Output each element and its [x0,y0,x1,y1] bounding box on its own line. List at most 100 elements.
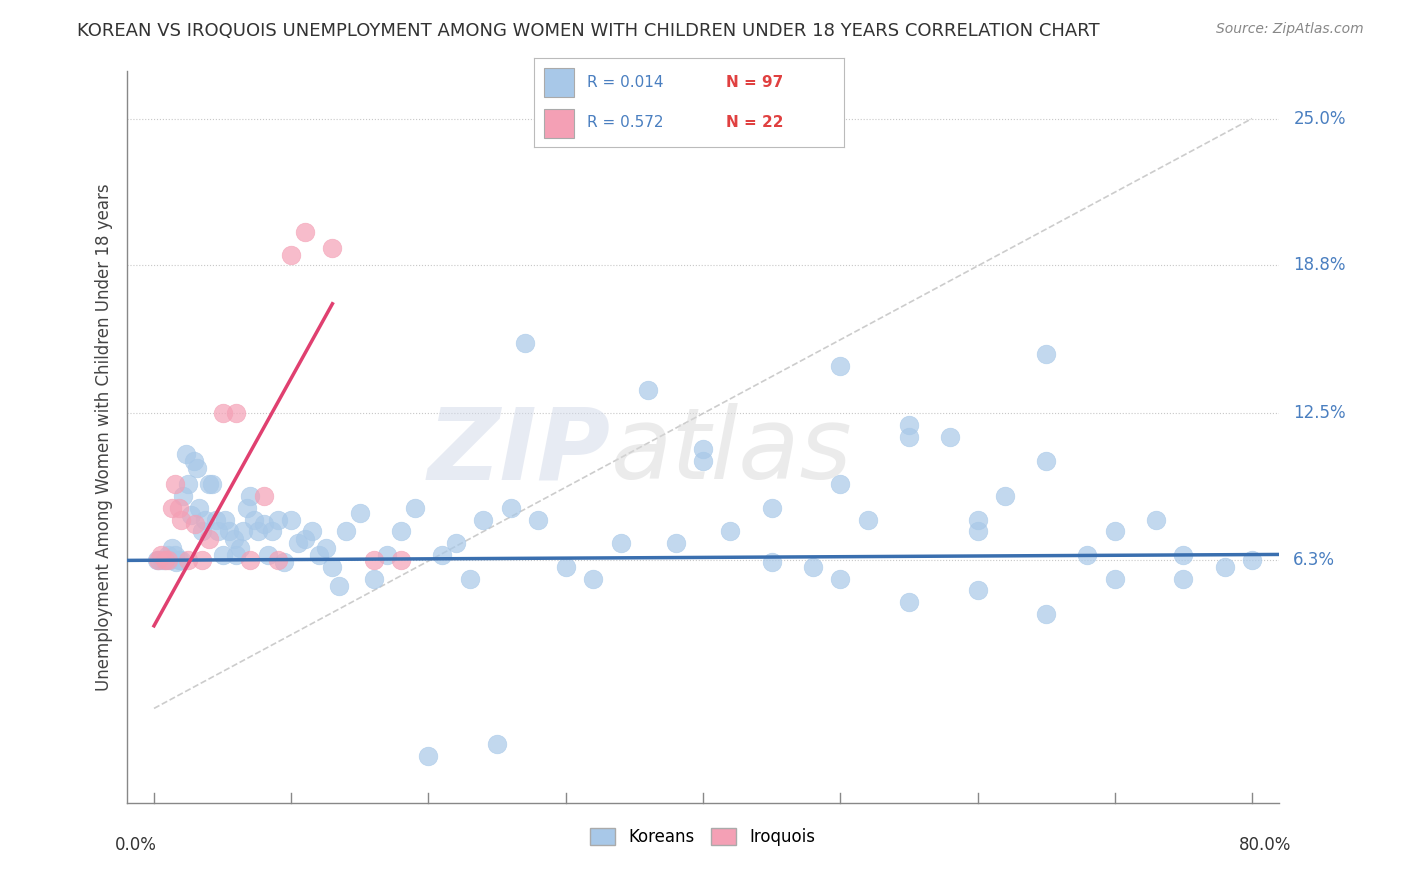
Point [172,489,194,503]
Point [266,513,288,527]
Point [239,489,262,503]
Point [830,477,852,491]
Point [156,548,179,562]
Text: KOREAN VS IROQUOIS UNEMPLOYMENT AMONG WOMEN WITH CHILDREN UNDER 18 YEARS CORRELA: KOREAN VS IROQUOIS UNEMPLOYMENT AMONG WO… [77,22,1099,40]
Point [472,513,495,527]
Point [225,407,247,421]
Point [1076,548,1098,562]
Point [159,553,181,567]
Point [198,477,221,491]
Point [1104,572,1126,586]
Point [315,541,337,555]
Point [280,513,302,527]
Point [1213,559,1236,574]
Point [363,553,385,567]
Point [191,524,214,539]
Point [404,500,426,515]
Legend: Koreans, Iroquois: Koreans, Iroquois [583,822,823,853]
Point [174,447,197,461]
Point [146,553,169,567]
Point [801,559,824,574]
Point [458,572,481,586]
Point [204,513,226,527]
FancyBboxPatch shape [544,109,575,138]
Point [335,524,357,539]
Point [148,553,170,567]
Point [260,524,283,539]
Point [184,517,207,532]
Point [191,553,214,567]
Y-axis label: Unemployment Among Women with Children Under 18 years: Unemployment Among Women with Children U… [94,183,112,691]
Point [232,524,254,539]
Point [1035,607,1057,621]
Point [160,541,183,555]
Point [321,559,343,574]
Text: R = 0.014: R = 0.014 [586,75,664,90]
Point [211,548,233,562]
Point [720,524,742,539]
Point [222,532,245,546]
Point [830,359,852,374]
Text: 18.8%: 18.8% [1294,256,1346,274]
Point [856,513,879,527]
Point [328,579,350,593]
Text: Source: ZipAtlas.com: Source: ZipAtlas.com [1216,22,1364,37]
Point [177,477,200,491]
Point [301,524,323,539]
Point [214,513,236,527]
Point [207,524,229,539]
Point [1104,524,1126,539]
Point [692,453,714,467]
Point [527,513,550,527]
Point [499,500,522,515]
Point [273,555,295,569]
Text: 25.0%: 25.0% [1294,110,1346,128]
Point [225,548,247,562]
Point [229,541,252,555]
Point [150,553,173,567]
Point [308,548,330,562]
Point [211,407,233,421]
Point [897,595,920,609]
Text: N = 22: N = 22 [725,115,783,130]
Point [830,572,852,586]
Point [554,559,576,574]
Point [149,548,172,562]
Point [897,418,920,433]
Point [692,442,714,456]
Point [153,553,176,567]
Point [444,536,467,550]
Text: ZIP: ZIP [427,403,610,500]
Point [418,748,440,763]
Point [1035,347,1057,361]
Text: R = 0.572: R = 0.572 [586,115,664,130]
Point [432,548,454,562]
Point [1035,453,1057,467]
Point [582,572,605,586]
Point [167,500,190,515]
Point [180,508,202,522]
Point [183,453,205,467]
Point [247,524,270,539]
Point [167,553,190,567]
Point [218,524,240,539]
Point [243,513,266,527]
Point [389,553,412,567]
Text: 80.0%: 80.0% [1239,836,1291,854]
Point [994,489,1017,503]
Point [253,517,276,532]
Point [1144,513,1167,527]
Point [375,548,398,562]
Point [253,489,276,503]
Point [363,572,385,586]
Text: atlas: atlas [610,403,852,500]
Text: 0.0%: 0.0% [115,836,157,854]
Point [1173,548,1195,562]
Point [294,532,316,546]
Point [513,335,536,350]
Point [201,477,224,491]
Point [966,524,988,539]
Point [156,553,179,567]
Point [1173,572,1195,586]
Point [163,548,186,562]
